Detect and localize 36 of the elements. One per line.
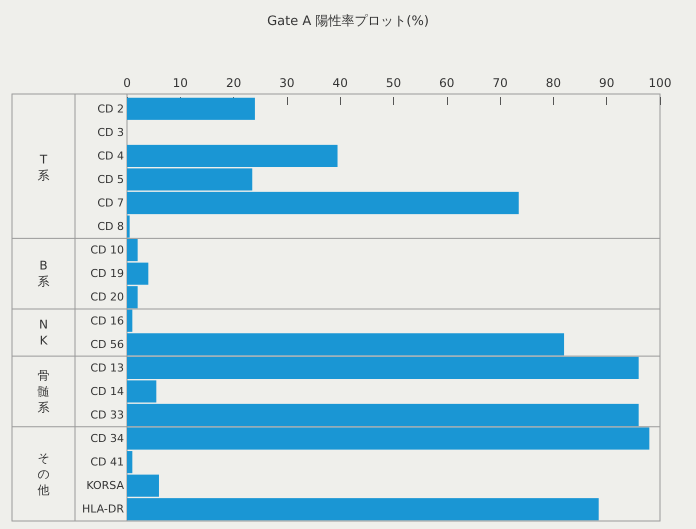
- x-tick-label: 20: [226, 76, 242, 90]
- y-tick-label: CD 8: [97, 220, 124, 234]
- x-tick-label: 80: [546, 76, 562, 90]
- y-tick-label: HLA-DR: [82, 502, 124, 516]
- x-tick-label: 10: [172, 76, 188, 90]
- y-tick-label: CD 16: [90, 314, 124, 328]
- chart-title: Gate A 陽性率プロット(%): [267, 13, 429, 29]
- y-tick-label: CD 2: [97, 102, 124, 116]
- text: 骨髄系: [38, 368, 50, 414]
- x-tick-label: 70: [492, 76, 508, 90]
- y-tick-label: CD 34: [90, 432, 124, 446]
- x-tick-label: 30: [279, 76, 295, 90]
- y-tick-label: CD 4: [97, 149, 124, 162]
- y-tick-label: CD 56: [90, 338, 124, 351]
- y-tick-label: CD 14: [90, 384, 124, 398]
- y-tick-label: CD 10: [90, 244, 124, 257]
- bar: [127, 98, 255, 120]
- y-tick-label: CD 7: [97, 196, 124, 210]
- x-tick-label: 50: [386, 76, 402, 90]
- y-tick-label: CD 3: [97, 126, 124, 139]
- y-tick-label: CD 19: [90, 267, 124, 280]
- x-tick-label: 40: [332, 76, 348, 90]
- x-tick-label: 90: [599, 76, 614, 90]
- y-tick-label: KORSA: [86, 479, 124, 492]
- y-tick-label: CD 5: [97, 172, 124, 186]
- text: NK: [39, 318, 49, 348]
- text: T系: [38, 152, 50, 183]
- x-tick-label: 0: [123, 76, 131, 90]
- y-tick-label: CD 13: [90, 361, 124, 374]
- x-tick-label: 100: [648, 76, 672, 90]
- x-tick-label: 60: [439, 76, 454, 90]
- text: B系: [38, 258, 50, 289]
- y-tick-label: CD 41: [90, 456, 124, 469]
- text: その他: [38, 450, 50, 497]
- y-tick-label: CD 33: [90, 408, 124, 422]
- y-tick-label: CD 20: [90, 290, 124, 304]
